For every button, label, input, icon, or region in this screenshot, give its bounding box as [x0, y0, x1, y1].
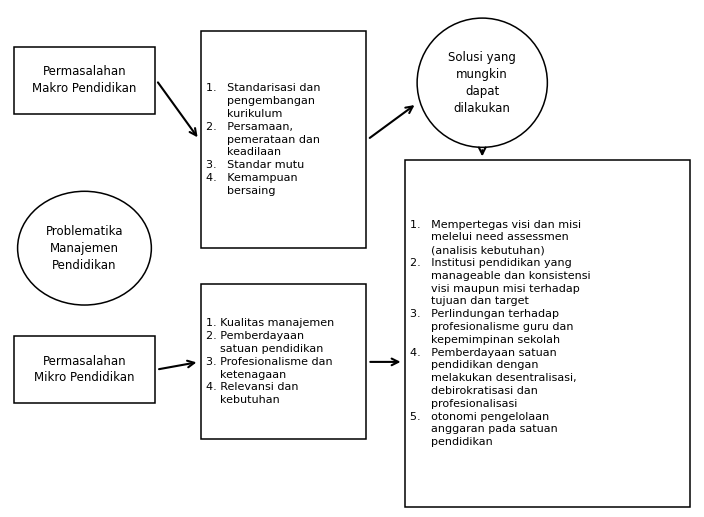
Text: Solusi yang
mungkin
dapat
dilakukan: Solusi yang mungkin dapat dilakukan — [448, 51, 516, 115]
FancyBboxPatch shape — [405, 160, 690, 507]
Text: 1. Kualitas manajemen
2. Pemberdayaan
    satuan pendidikan
3. Profesionalisme d: 1. Kualitas manajemen 2. Pemberdayaan sa… — [206, 318, 334, 405]
Ellipse shape — [18, 191, 151, 305]
FancyBboxPatch shape — [201, 284, 366, 439]
Text: 1.   Mempertegas visi dan misi
      melelui need assessmen
      (analisis kebu: 1. Mempertegas visi dan misi melelui nee… — [410, 220, 591, 447]
FancyBboxPatch shape — [14, 336, 155, 403]
FancyBboxPatch shape — [14, 47, 155, 114]
Ellipse shape — [417, 18, 548, 147]
Text: Problematika
Manajemen
Pendidikan: Problematika Manajemen Pendidikan — [46, 225, 123, 271]
Text: 1.   Standarisasi dan
      pengembangan
      kurikulum
2.   Persamaan,
      p: 1. Standarisasi dan pengembangan kurikul… — [206, 83, 320, 196]
Text: Permasalahan
Makro Pendidikan: Permasalahan Makro Pendidikan — [32, 65, 137, 95]
FancyBboxPatch shape — [201, 31, 366, 248]
Text: Permasalahan
Mikro Pendidikan: Permasalahan Mikro Pendidikan — [34, 355, 134, 385]
